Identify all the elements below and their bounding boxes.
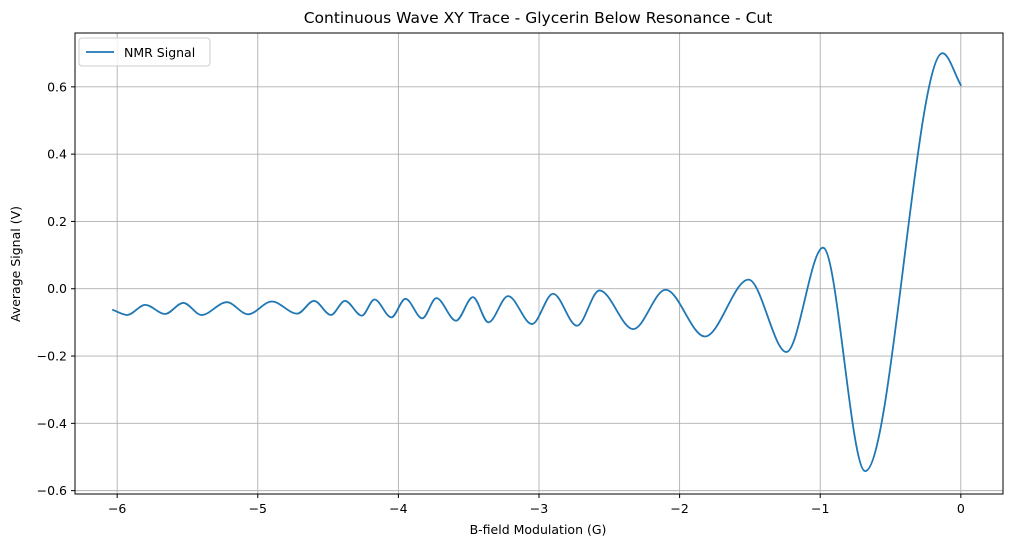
x-tick-label: −3 xyxy=(530,501,548,516)
legend-box xyxy=(78,37,211,67)
series-line-nmr-signal xyxy=(112,52,962,473)
legend-label-nmr-signal: NMR Signal xyxy=(124,45,195,60)
grid-lines xyxy=(75,33,1003,494)
y-tick-label: −0.6 xyxy=(37,483,67,498)
x-tick-label: −2 xyxy=(670,501,688,516)
y-tick-label: 0.2 xyxy=(47,214,67,229)
x-axis-ticks: −6 −5 −4 −3 −2 −1 0 xyxy=(108,494,965,516)
y-tick-label: 0.0 xyxy=(47,281,67,296)
y-tick-label: −0.4 xyxy=(37,416,67,431)
chart-title: Continuous Wave XY Trace - Glycerin Belo… xyxy=(304,9,773,27)
y-tick-label: 0.4 xyxy=(47,147,67,162)
x-tick-label: 0 xyxy=(957,501,965,516)
y-axis-ticks: −0.6 −0.4 −0.2 0.0 0.2 0.4 0.6 xyxy=(37,79,75,498)
y-tick-label: 0.6 xyxy=(47,79,67,94)
y-tick-label: −0.2 xyxy=(37,349,67,364)
series-layer xyxy=(112,52,962,473)
x-tick-label: −5 xyxy=(249,501,267,516)
legend: NMR Signal xyxy=(78,37,211,67)
x-tick-label: −6 xyxy=(108,501,126,516)
y-axis-label: Average Signal (V) xyxy=(8,206,23,322)
x-tick-label: −1 xyxy=(811,501,829,516)
x-axis-label: B-field Modulation (G) xyxy=(470,522,607,537)
x-tick-label: −4 xyxy=(389,501,407,516)
